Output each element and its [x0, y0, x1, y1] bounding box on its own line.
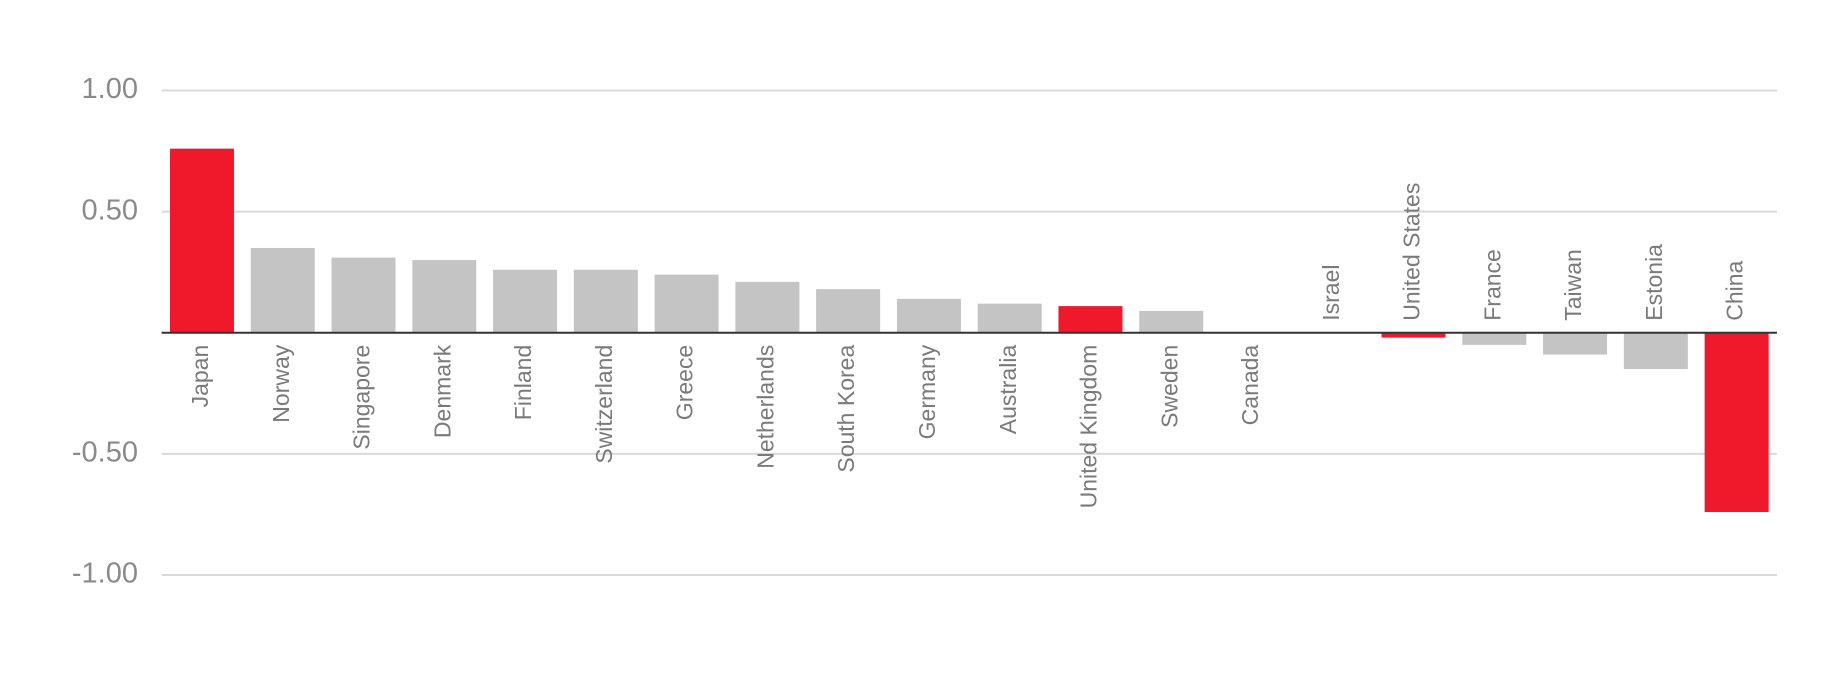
- bar: [735, 281, 800, 333]
- y-tick-label: -1.00: [72, 558, 138, 590]
- bar: [1381, 332, 1446, 338]
- bar: [573, 269, 638, 333]
- bar: [1543, 332, 1608, 355]
- x-tick-label: Israel: [1318, 265, 1344, 321]
- x-tick-label: Switzerland: [591, 345, 617, 464]
- x-tick-label: Singapore: [349, 345, 375, 450]
- bar: [1139, 310, 1204, 333]
- x-tick-label: Greece: [672, 345, 698, 420]
- x-tick-label: Canada: [1237, 345, 1263, 426]
- x-tick-label: China: [1722, 260, 1748, 320]
- x-tick-label: Japan: [187, 345, 213, 408]
- bar: [1704, 332, 1769, 513]
- bar: [977, 303, 1042, 333]
- y-tick-label: 1.00: [82, 73, 138, 105]
- x-tick-label: Netherlands: [752, 345, 778, 469]
- bar: [896, 298, 961, 333]
- bar: [169, 148, 234, 333]
- bar: [1623, 332, 1688, 370]
- x-tick-label: Denmark: [429, 344, 455, 438]
- x-tick-label: Germany: [914, 344, 940, 439]
- bar: [412, 260, 477, 333]
- bar: [1462, 332, 1527, 345]
- x-tick-label: United Kingdom: [1076, 345, 1102, 509]
- x-tick-label: Estonia: [1641, 244, 1667, 321]
- x-tick-label: Taiwan: [1560, 249, 1586, 321]
- bar: [493, 269, 558, 333]
- bar: [654, 274, 719, 333]
- y-tick-label: 0.50: [82, 194, 138, 226]
- x-tick-label: Finland: [510, 345, 536, 420]
- bar: [816, 289, 881, 333]
- bar: [331, 257, 396, 333]
- x-tick-label: Sweden: [1156, 345, 1182, 428]
- x-tick-label: United States: [1399, 183, 1425, 321]
- x-tick-label: Australia: [995, 345, 1021, 435]
- y-tick-label: -0.50: [72, 437, 138, 469]
- bar: [1058, 306, 1123, 333]
- x-tick-label: Norway: [268, 344, 294, 422]
- x-tick-label: France: [1479, 249, 1505, 321]
- x-tick-label: South Korea: [833, 345, 859, 473]
- bar: [250, 247, 315, 333]
